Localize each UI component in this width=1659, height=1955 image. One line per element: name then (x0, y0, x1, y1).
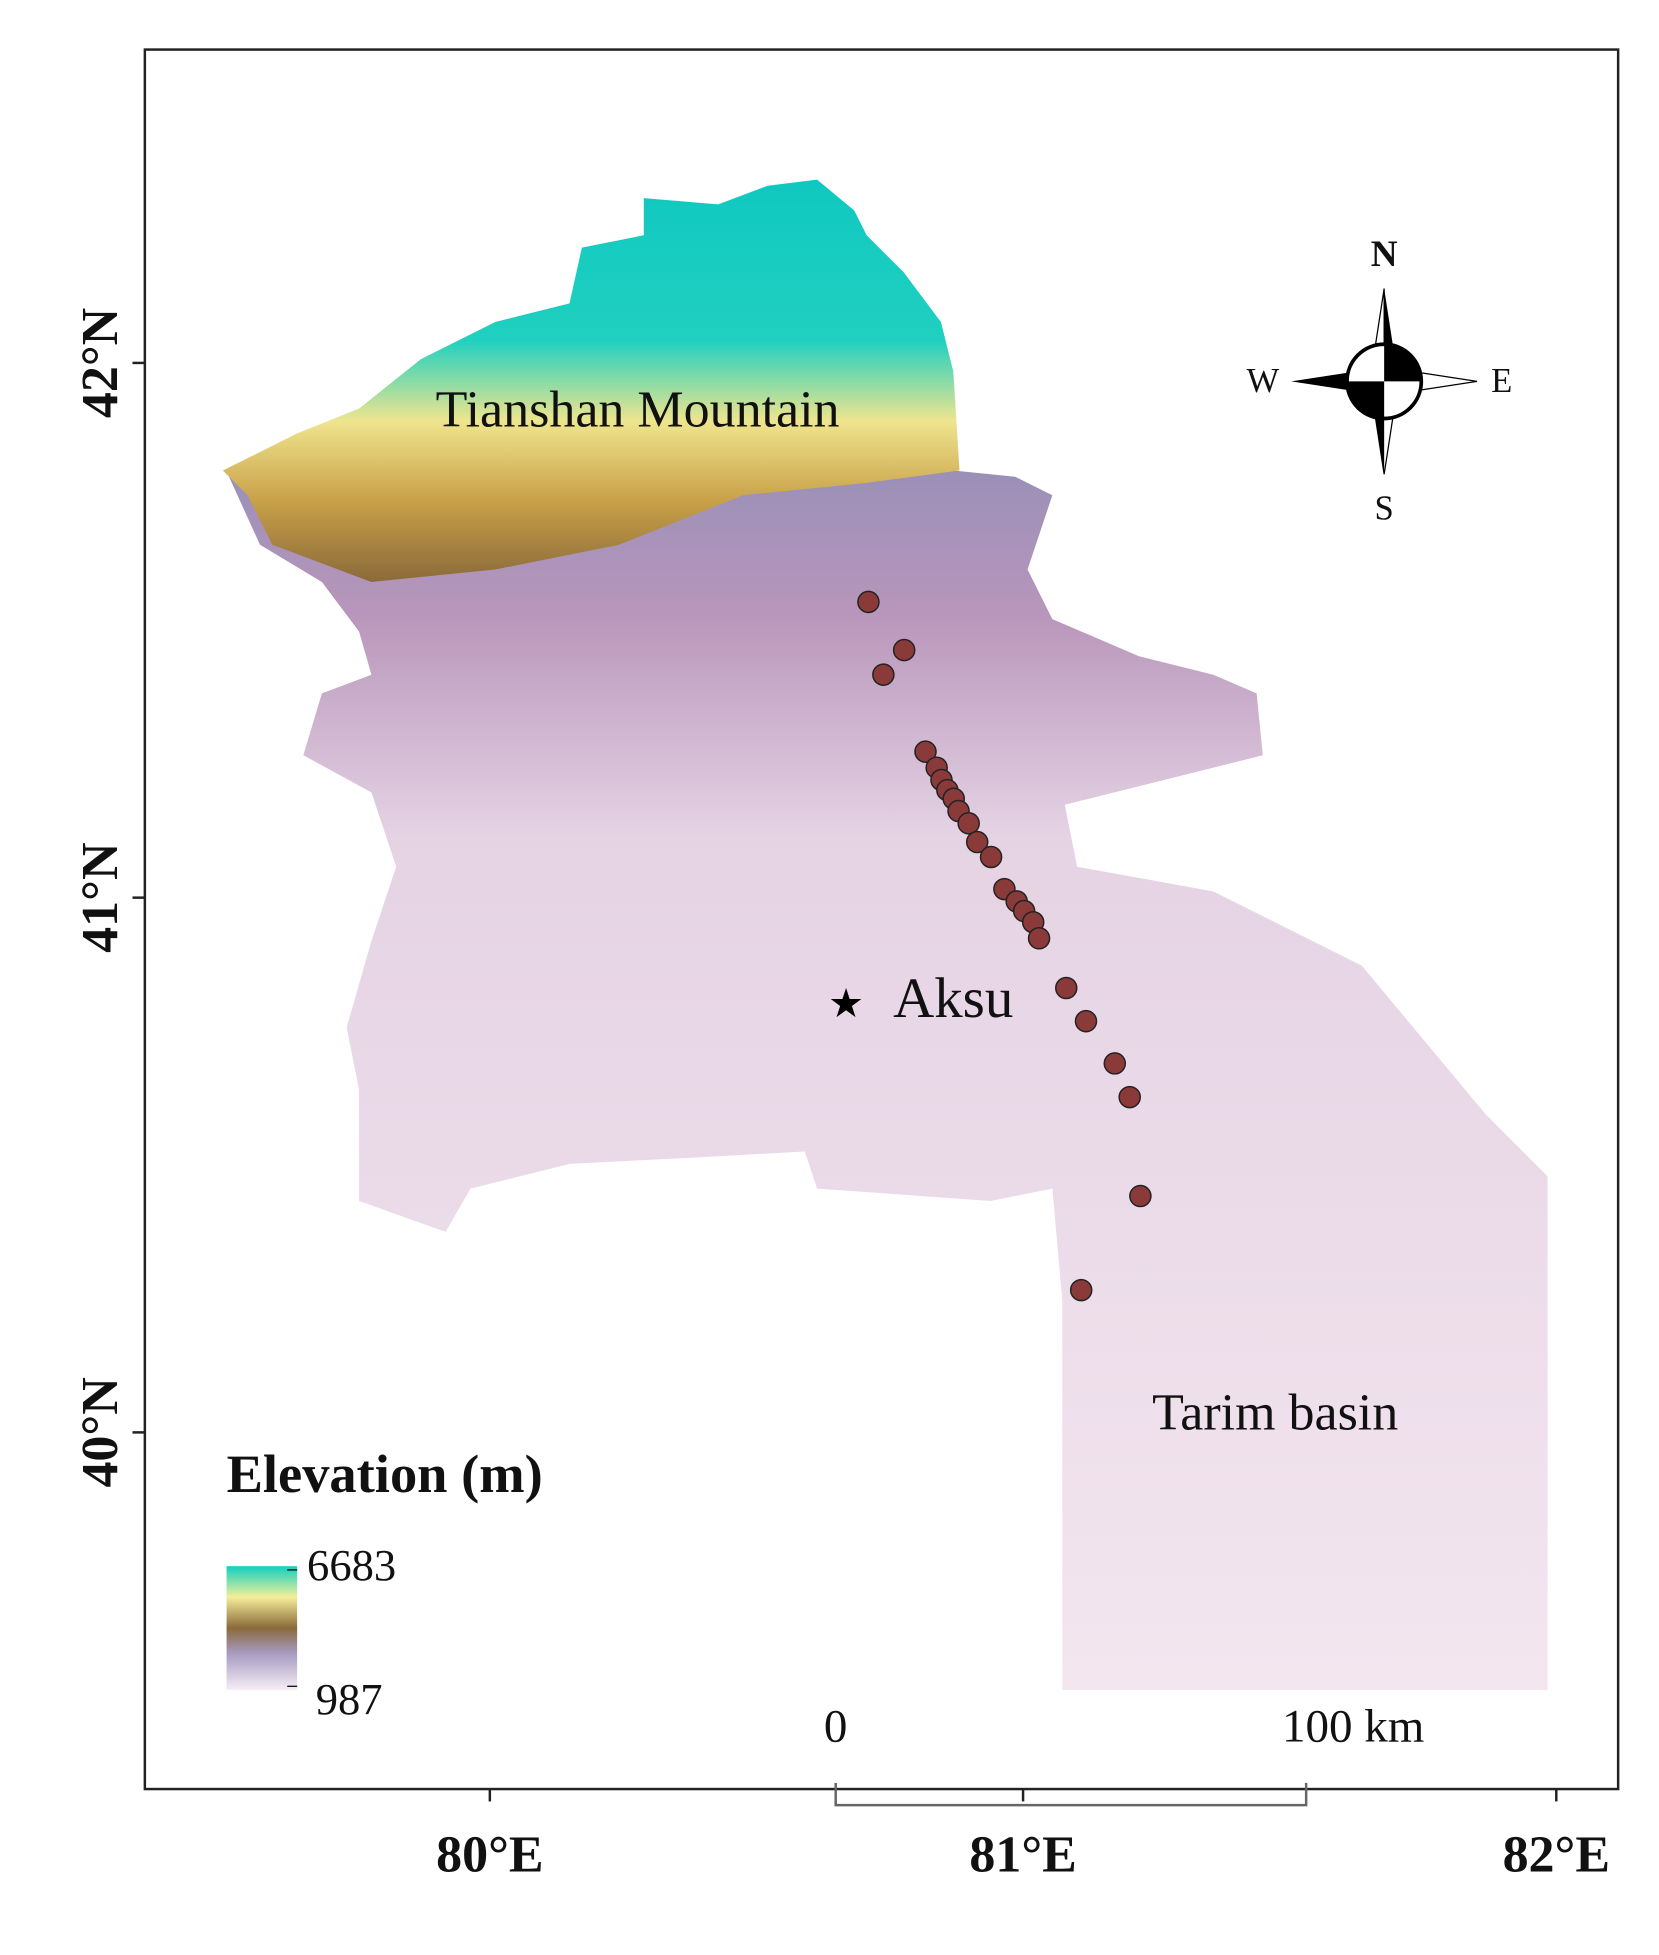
scale-label: 0 (824, 1701, 848, 1753)
city-marker (830, 988, 862, 1018)
colorbar (226, 1566, 298, 1691)
x-tick-label: 81°E (969, 1827, 1076, 1884)
sampling-site (1074, 1009, 1098, 1033)
colorbar-label: 987 (316, 1674, 383, 1724)
compass-label: N (1371, 234, 1398, 275)
compass-label: S (1375, 489, 1394, 527)
mountain-area (222, 179, 960, 582)
sampling-site (1129, 1184, 1152, 1208)
sampling-site (872, 663, 895, 686)
city-label: Aksu (893, 967, 1013, 1030)
sampling-site (892, 638, 916, 662)
sampling-site (965, 830, 989, 854)
legend-title: Elevation (m) (227, 1443, 543, 1504)
y-tick-label: 41°N (72, 842, 129, 952)
basin-area (229, 470, 1548, 1691)
sampling-site (1069, 1278, 1093, 1302)
compass: N S E W (1246, 234, 1512, 527)
region-label: Tianshan Mountain (436, 382, 840, 439)
map-frame (143, 48, 1620, 1791)
compass-label: E (1491, 362, 1512, 400)
sampling-site (857, 590, 880, 614)
sampling-site (957, 812, 980, 835)
region-label: Tarim basin (1152, 1385, 1398, 1442)
sampling-site (1054, 976, 1078, 1000)
y-tick-label: 40°N (72, 1377, 129, 1487)
scale-bar (834, 1782, 1308, 1807)
sampling-site (914, 740, 937, 763)
y-tick-label: 42°N (72, 308, 129, 418)
sampling-site (979, 845, 1003, 869)
x-tick-label: 82°E (1503, 1827, 1610, 1884)
x-tick-label: 80°E (436, 1827, 543, 1884)
compass-label: W (1246, 362, 1279, 400)
colorbar-label: 6683 (307, 1540, 396, 1590)
scale-label: 100 km (1282, 1701, 1424, 1753)
sampling-site (1118, 1085, 1141, 1109)
sampling-site (1027, 927, 1051, 950)
sampling-site (1103, 1052, 1127, 1075)
